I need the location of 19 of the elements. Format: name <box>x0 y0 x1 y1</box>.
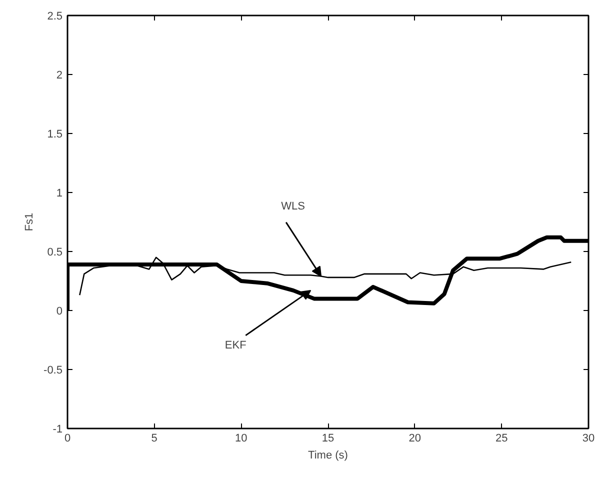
x-tick-label: 20 <box>408 432 421 444</box>
y-tick-label: 2.5 <box>47 10 63 22</box>
y-tick-label: 0 <box>56 306 63 318</box>
x-tick-label: 30 <box>582 432 595 444</box>
y-tick-label: -1 <box>52 424 62 436</box>
x-tick-label: 15 <box>322 432 334 444</box>
y-tick-label: 1 <box>56 188 63 200</box>
x-axis-title: Time (s) <box>308 450 348 462</box>
y-tick-label: 1.5 <box>47 128 63 140</box>
y-tick-label: 2 <box>56 70 63 82</box>
annotation: WLS <box>281 200 305 212</box>
x-tick-label: 5 <box>151 432 158 444</box>
x-tick-label: 25 <box>496 432 508 444</box>
y-axis-title: Fs1 <box>24 212 36 232</box>
y-tick-label: 0.5 <box>47 246 63 258</box>
y-tick-label: -0.5 <box>44 364 63 376</box>
x-tick-label: 10 <box>235 432 248 444</box>
annotation: EKF <box>224 339 247 352</box>
x-tick-label: 0 <box>64 432 71 444</box>
